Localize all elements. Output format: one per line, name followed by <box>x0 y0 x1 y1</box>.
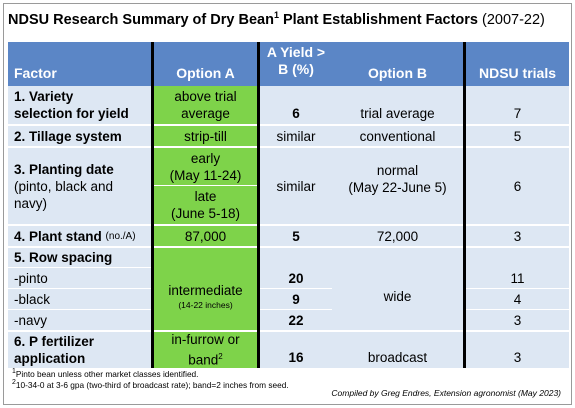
factor-variety: 1. Variety selection for yield <box>8 86 151 124</box>
spacing-divider <box>8 288 151 289</box>
yield-planting: similar <box>260 148 332 224</box>
yield-fertilizer: 16 <box>260 332 332 368</box>
header-option-b: Option B <box>332 42 463 86</box>
footnote-2: 210-34-0 at 3-6 gpa (two-third of broadc… <box>12 379 289 390</box>
yield-variety: 6 <box>260 86 332 124</box>
trials-spacing-navy: 3 <box>513 312 522 328</box>
spacing-divider <box>466 288 569 289</box>
header-trials: NDSU trials <box>466 42 569 86</box>
factor-spacing-cell <box>8 248 151 330</box>
spacing-label-pinto: -pinto <box>14 270 48 286</box>
row-divider <box>8 224 569 226</box>
factor-fertilizer: 6. P fertilizer application <box>8 332 151 368</box>
yield-spacing-cell <box>260 248 332 330</box>
factor-stand: 4. Plant stand (no./A) <box>8 226 151 246</box>
spacing-label-navy: -navy <box>14 312 48 328</box>
option-a-variety: above trial average <box>154 86 257 124</box>
yield-spacing-navy: 22 <box>288 312 304 328</box>
yield-spacing-black: 9 <box>292 291 300 307</box>
trials-stand: 3 <box>466 226 569 246</box>
option-b-variety: trial average <box>332 86 463 124</box>
option-a-spacing: intermediate (14-22 inches) <box>154 248 257 330</box>
spacing-divider <box>8 309 151 310</box>
summary-slide: NDSU Research Summary of Dry Bean1 Plant… <box>3 3 572 405</box>
row-divider <box>8 124 569 126</box>
option-a-tillage: strip-till <box>154 126 257 146</box>
trials-spacing-cell <box>466 248 569 330</box>
factor-tillage: 2. Tillage system <box>8 126 151 146</box>
row-divider <box>8 246 569 248</box>
column-divider <box>463 42 466 368</box>
option-b-spacing: wide <box>332 248 463 330</box>
factor-spacing: 5. Row spacing <box>14 250 113 265</box>
option-a-planting-early: early (May 11-24) <box>154 148 257 185</box>
trials-variety: 7 <box>466 86 569 124</box>
row-divider <box>154 185 257 186</box>
option-a-stand: 87,000 <box>154 226 257 246</box>
option-b-stand: 72,000 <box>332 226 463 246</box>
trials-spacing-pinto: 11 <box>510 270 525 286</box>
spacing-label-black: -black <box>14 291 51 307</box>
option-b-fertilizer: broadcast <box>332 332 463 368</box>
option-a-fertilizer: in-furrow or band2 <box>154 332 257 368</box>
trials-fertilizer: 3 <box>466 332 569 368</box>
credit-line: Compiled by Greg Endres, Extension agron… <box>331 388 561 398</box>
trials-spacing-black: 4 <box>513 291 522 307</box>
header-factor: Factor <box>8 42 151 86</box>
footnote-1: 1Pinto bean unless other market classes … <box>12 368 199 379</box>
spacing-divider <box>260 309 332 310</box>
spacing-divider <box>466 309 569 310</box>
spacing-divider <box>260 288 332 289</box>
column-divider <box>151 42 154 368</box>
header-option-a: Option A <box>154 42 257 86</box>
title-years: (2007-22) <box>482 11 545 28</box>
row-divider <box>8 330 569 332</box>
factor-planting: 3. Planting date (pinto, black and navy) <box>8 148 151 224</box>
option-b-planting: normal (May 22-June 5) <box>332 148 463 224</box>
summary-table: Factor Option A A Yield > B (%) Option B … <box>8 42 569 368</box>
yield-stand: 5 <box>260 226 332 246</box>
page-title: NDSU Research Summary of Dry Bean1 Plant… <box>8 10 545 28</box>
row-divider <box>8 146 569 148</box>
trials-planting: 6 <box>466 148 569 224</box>
option-a-planting-late: late (June 5-18) <box>154 186 257 224</box>
yield-tillage: similar <box>260 126 332 146</box>
header-yield: A Yield > B (%) <box>260 42 332 86</box>
column-divider <box>257 42 260 368</box>
yield-spacing-pinto: 20 <box>288 270 304 286</box>
option-b-tillage: conventional <box>332 126 463 146</box>
trials-tillage: 5 <box>466 126 569 146</box>
spacing-divider <box>8 267 151 268</box>
